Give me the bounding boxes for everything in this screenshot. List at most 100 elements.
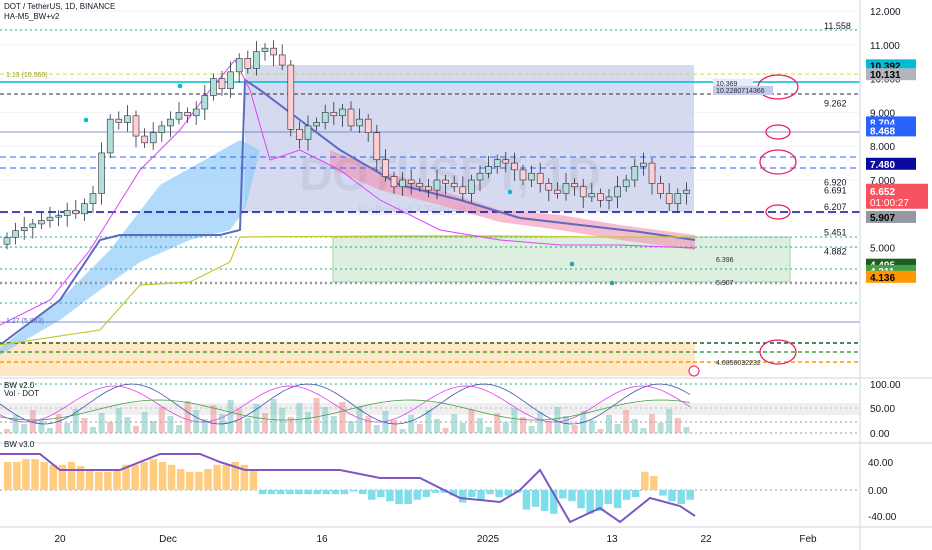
- price-tick: 9.000: [870, 108, 895, 119]
- level-lines[interactable]: [0, 29, 860, 363]
- candle: [192, 108, 200, 117]
- candle: [141, 135, 148, 144]
- candle: [218, 78, 226, 90]
- candle: [433, 179, 441, 191]
- volume-bar: [184, 401, 191, 433]
- bw3-bar: [641, 471, 649, 490]
- bw3-tick: 40.00: [868, 458, 893, 469]
- bw3-bar: [595, 490, 603, 511]
- candle: [485, 166, 492, 174]
- volume-bar: [158, 407, 165, 433]
- price-tag[interactable]: [866, 210, 916, 223]
- volume-bar: [666, 409, 673, 433]
- volume-bar: [485, 427, 492, 433]
- bw3-bar: [76, 466, 85, 490]
- volume-bar: [12, 415, 19, 433]
- price-tag[interactable]: [866, 124, 916, 137]
- volume-bar: [115, 408, 122, 433]
- candle: [665, 193, 673, 204]
- bw3-bar: [504, 490, 512, 496]
- candle: [579, 186, 587, 198]
- candle: [648, 162, 656, 184]
- orange-support-zone[interactable]: [0, 342, 695, 376]
- candle: [442, 179, 449, 184]
- time-tick: 2025: [477, 534, 500, 545]
- candle: [158, 125, 166, 133]
- bw3-bar: [67, 462, 76, 490]
- price-tag-label: 8.468: [870, 126, 895, 137]
- price-tag-label: 8.704: [870, 118, 895, 129]
- bw3-bar: [113, 469, 121, 490]
- price-tick: 11.000: [870, 41, 900, 52]
- volume-bar: [330, 416, 337, 433]
- candle: [476, 172, 484, 181]
- volume-bar: [348, 421, 354, 433]
- volume-bar: [72, 409, 79, 433]
- bw3-bar: [568, 490, 576, 502]
- candles[interactable]: [3, 40, 690, 250]
- candle: [571, 183, 578, 188]
- volume-bar: [201, 419, 208, 433]
- price-axis[interactable]: 12.00011.00010.0009.0008.0007.0006.0005.…: [54, 7, 928, 545]
- highlight-ellipse[interactable]: [759, 339, 797, 365]
- bw3-bar: [22, 459, 30, 490]
- bw3-bar: [613, 490, 622, 509]
- volume-bar: [90, 427, 96, 433]
- highlight-ellipse[interactable]: [765, 204, 791, 220]
- candle: [407, 179, 415, 184]
- current-price-tag[interactable]: [866, 183, 928, 209]
- bw3-bar: [386, 490, 394, 502]
- candle: [502, 159, 510, 164]
- symbol-header[interactable]: DOT / TetherUS, 1D, BINANCE: [4, 2, 116, 11]
- price-tag[interactable]: [866, 157, 916, 170]
- price-tag[interactable]: [866, 68, 916, 81]
- candle: [683, 189, 690, 194]
- bw-v2-label[interactable]: BW v2.0: [4, 381, 35, 390]
- time-tick: Feb: [799, 534, 817, 545]
- volume-bar: [597, 429, 604, 433]
- highlight-ellipse[interactable]: [765, 124, 791, 140]
- bw3-bar: [559, 490, 567, 499]
- level-label: 6.691: [824, 185, 847, 195]
- volume-bar: [124, 417, 131, 433]
- bw3-bar: [586, 490, 594, 514]
- volume-bar: [107, 422, 114, 433]
- candle: [167, 118, 174, 127]
- bw3-bar: [650, 476, 658, 490]
- volume-bar: [322, 407, 329, 433]
- highlight-ellipse[interactable]: [759, 149, 797, 175]
- candle: [12, 230, 19, 238]
- candle: [640, 162, 647, 167]
- box-top-label-group: 10.369 10.2280714366: [713, 79, 773, 95]
- volume-bar: [150, 421, 157, 433]
- volume-bar: [545, 421, 552, 433]
- volume-bar: [683, 427, 690, 433]
- level-label: 4.882: [824, 247, 847, 257]
- indicator-label[interactable]: HA-M5_BW+v2: [4, 12, 60, 21]
- price-tag[interactable]: [866, 270, 916, 283]
- volume-bar: [382, 411, 389, 433]
- orange-low-label: 4.0856032232: [716, 360, 761, 367]
- bw-v3-label[interactable]: BW v3.0: [4, 440, 35, 449]
- volume-bar: [64, 423, 71, 433]
- bw3-bar: [313, 490, 321, 495]
- bw-blue-line: [0, 383, 691, 425]
- bw3-bar: [222, 464, 230, 490]
- volume-bar: [21, 424, 28, 433]
- volume-bar: [511, 408, 518, 433]
- volume-label[interactable]: Vol · DOT: [4, 389, 40, 398]
- candle: [3, 237, 11, 245]
- candle: [20, 227, 28, 232]
- volume-bar: [477, 418, 483, 433]
- volume-bar: [167, 416, 174, 433]
- candle: [493, 159, 501, 167]
- signal-dot: [507, 189, 513, 195]
- bw3-tick: 0.00: [868, 486, 888, 497]
- alert-icon[interactable]: [688, 365, 700, 377]
- time-tick: 20: [54, 534, 66, 545]
- bw3-bar: [231, 462, 239, 490]
- bw3-bar: [4, 462, 12, 490]
- volume-bar: [305, 412, 311, 433]
- volume-bar: [38, 419, 45, 433]
